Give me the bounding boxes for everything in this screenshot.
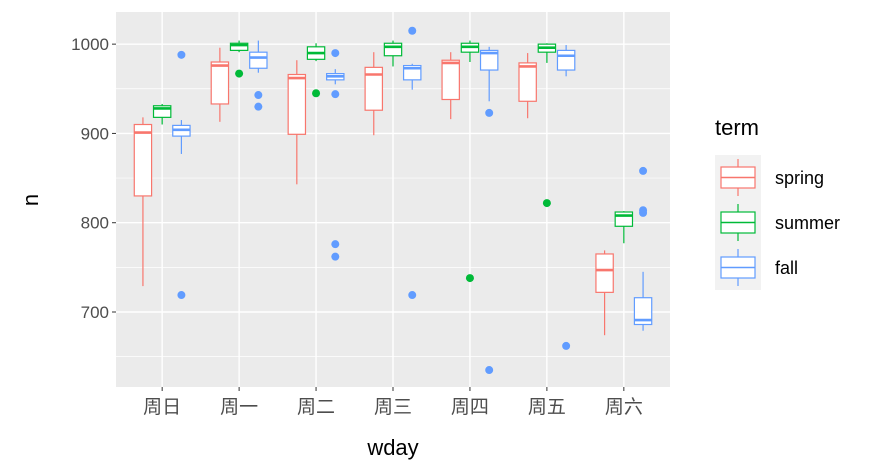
y-tick-label: 900	[81, 124, 109, 143]
outlier-point	[639, 166, 648, 175]
outlier-point	[639, 208, 648, 217]
legend-label-fall: fall	[775, 258, 798, 278]
box-spring	[210, 47, 230, 122]
outlier-point	[331, 240, 340, 249]
outlier-point	[331, 49, 340, 58]
box-iqr	[152, 105, 172, 118]
x-tick-label: 周日	[143, 396, 181, 418]
box-summer	[460, 40, 480, 283]
y-tick-label: 1000	[71, 35, 109, 54]
box-iqr	[633, 297, 653, 326]
box-iqr	[249, 51, 268, 69]
box-iqr	[518, 62, 537, 102]
x-tick-label: 周五	[528, 396, 566, 418]
box-fall	[479, 46, 499, 375]
box-iqr	[479, 49, 499, 71]
x-tick-label: 周三	[374, 396, 412, 418]
outlier-point	[485, 366, 494, 375]
x-axis-title: wday	[366, 435, 418, 460]
outlier-point	[235, 69, 244, 78]
box-summer	[614, 211, 634, 244]
box-iqr	[383, 42, 403, 57]
box-iqr	[287, 73, 307, 135]
box-spring	[595, 250, 614, 336]
box-spring	[441, 52, 460, 120]
box-fall	[556, 45, 576, 350]
box-summer	[383, 40, 403, 67]
box-spring	[133, 117, 153, 287]
outlier-point	[542, 199, 551, 208]
box-iqr	[210, 61, 230, 105]
box-summer	[152, 103, 172, 125]
outlier-point	[408, 26, 417, 35]
outlier-point	[254, 102, 263, 111]
box-iqr	[556, 49, 576, 71]
outlier-point	[254, 91, 263, 100]
legend-label-spring: spring	[775, 168, 824, 188]
outlier-point	[465, 274, 474, 283]
box-fall	[402, 26, 422, 300]
box-iqr	[364, 66, 384, 111]
outlier-point	[177, 50, 186, 59]
outlier-point	[331, 252, 340, 261]
box-fall	[172, 50, 191, 300]
box-fall	[633, 166, 653, 331]
box-fall	[326, 49, 345, 261]
box-summer	[537, 43, 557, 208]
y-axis-title: n	[18, 194, 43, 206]
x-tick-label: 周二	[297, 396, 335, 418]
outlier-point	[312, 89, 321, 98]
y-tick-label: 700	[81, 303, 109, 322]
box-iqr	[595, 253, 614, 293]
box-iqr	[229, 42, 249, 51]
x-tick-label: 周一	[220, 396, 258, 418]
y-axis: 700 800 900 1000	[71, 35, 116, 322]
box-iqr	[133, 123, 153, 197]
outlier-point	[408, 291, 417, 300]
boxes	[133, 26, 653, 375]
box-iqr	[441, 59, 460, 101]
legend-label-summer: summer	[775, 213, 840, 233]
box-iqr	[614, 211, 634, 227]
legend-title: term	[715, 115, 759, 140]
legend: term spring summer fall	[715, 115, 840, 290]
box-summer	[306, 43, 326, 98]
x-tick-label: 周四	[451, 396, 489, 418]
outlier-point	[331, 90, 340, 99]
outlier-point	[485, 108, 494, 117]
box-spring	[518, 53, 537, 119]
box-spring	[287, 60, 307, 185]
x-tick-label: 周六	[605, 396, 643, 418]
y-tick-label: 800	[81, 214, 109, 233]
box-spring	[364, 52, 384, 136]
outlier-point	[562, 341, 571, 350]
outlier-point	[177, 291, 186, 300]
box-fall	[249, 40, 268, 111]
box-summer	[229, 40, 249, 78]
x-axis: 周日 周一 周二 周三 周四 周五 周六	[143, 387, 643, 418]
